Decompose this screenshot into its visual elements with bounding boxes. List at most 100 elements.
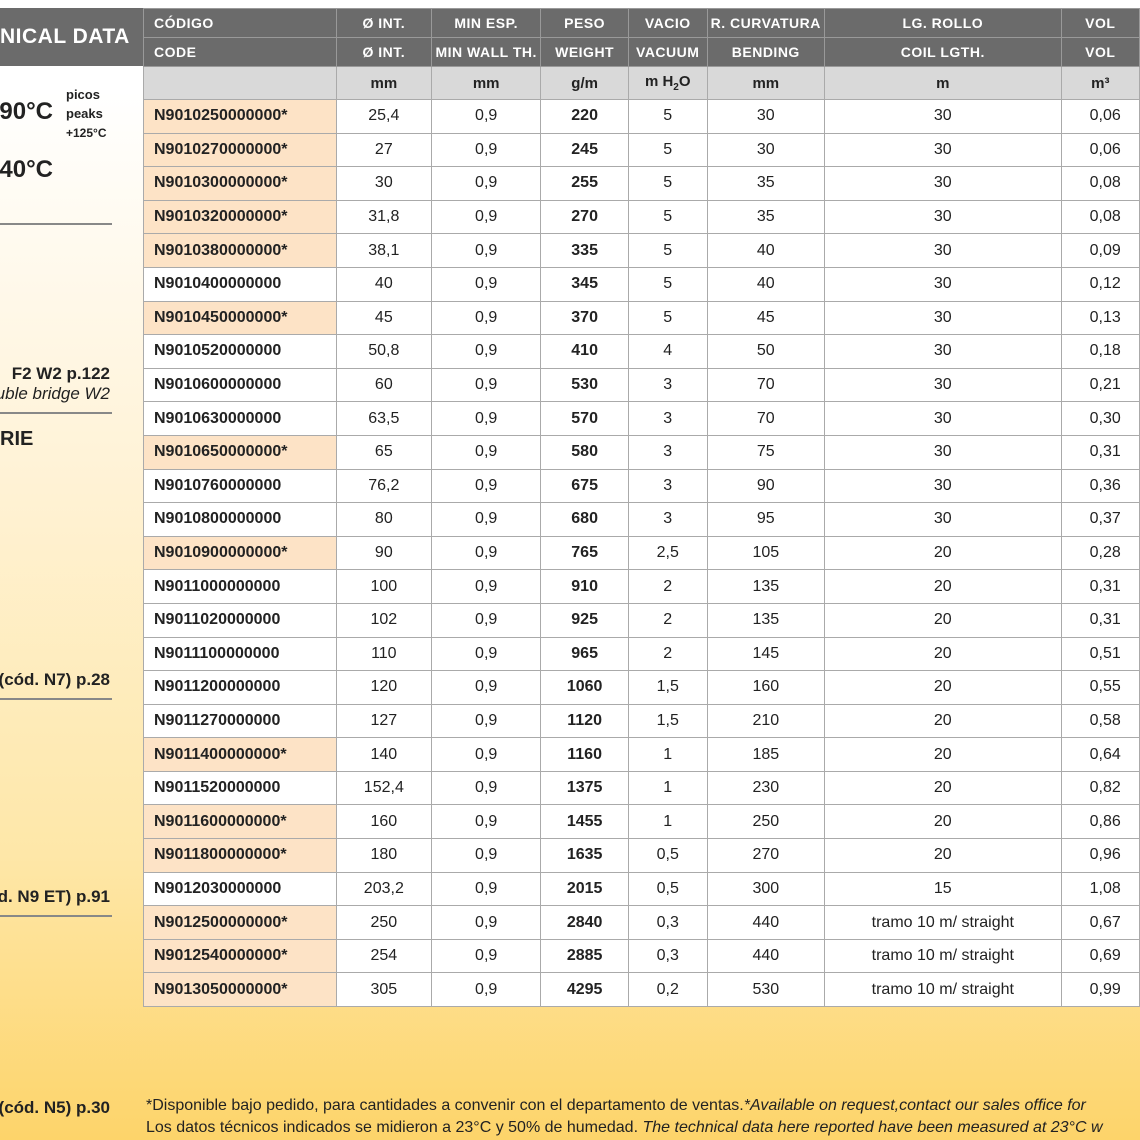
code-cell: N9010300000000* <box>143 166 337 201</box>
code-cell: N9012030000000 <box>143 871 337 907</box>
section-label: RIE <box>0 428 34 450</box>
bending-radius-cell: 40 <box>706 266 826 302</box>
volume-cell: 0,12 <box>1060 266 1140 302</box>
weight-cell: 255 <box>540 166 629 201</box>
volume-cell: 0,13 <box>1060 300 1140 336</box>
max-temp: +90°C <box>0 98 53 125</box>
coil-length-cell: 20 <box>824 602 1062 638</box>
table-row: N9012500000000* 250 0,9 2840 0,3 440 tramo 10 … <box>143 905 1140 940</box>
code-cell: N9012540000000* <box>143 938 337 974</box>
coil-length-cell: 30 <box>824 300 1062 336</box>
header-row: CÓDIGO Ø INT. MIN ESP. PESO VACIO R. CURVATUR… <box>143 8 1140 38</box>
volume-cell: 0,18 <box>1060 334 1140 369</box>
code-cell: N9010320000000* <box>143 199 337 235</box>
table-row: N9010380000000* 38,1 0,9 335 5 40 30 0,09 <box>143 233 1140 268</box>
coil-length-cell: tramo 10 m/ straight <box>824 972 1062 1008</box>
code-cell: N9010760000000 <box>143 468 337 504</box>
code-cell: N9011520000000 <box>143 770 337 806</box>
coil-length-cell: 30 <box>824 334 1062 369</box>
min-wall-cell: 0,9 <box>430 334 542 369</box>
footer-es: Los datos técnicos indicados se midieron… <box>146 1119 639 1136</box>
table-row: N9010450000000* 45 0,9 370 5 45 30 0,13 <box>143 300 1140 336</box>
bending-radius-cell: 40 <box>706 233 826 268</box>
weight-cell: 965 <box>540 636 629 672</box>
unit-cell: mm <box>430 66 542 100</box>
vacuum-cell: 0,5 <box>627 871 708 907</box>
code-cell: N9010800000000 <box>143 502 337 537</box>
weight-cell: 1635 <box>540 838 629 873</box>
bending-radius-cell: 270 <box>706 838 826 873</box>
min-wall-cell: 0,9 <box>430 770 542 806</box>
units-row: mm mm g/m m H2O mm m m³ <box>143 66 1140 100</box>
code-cell: N9011200000000 <box>143 670 337 705</box>
volume-cell: 0,08 <box>1060 199 1140 235</box>
weight-cell: 925 <box>540 602 629 638</box>
coil-length-cell: 20 <box>824 838 1062 873</box>
inner-diameter-cell: 127 <box>335 703 433 739</box>
bending-radius-cell: 70 <box>706 367 826 403</box>
bending-radius-cell: 45 <box>706 300 826 336</box>
divider <box>0 698 112 700</box>
bending-radius-cell: 210 <box>706 703 826 739</box>
weight-cell: 220 <box>540 99 629 134</box>
weight-cell: 570 <box>540 401 629 436</box>
column-header: Ø INT. <box>335 37 433 67</box>
inner-diameter-cell: 65 <box>335 434 433 470</box>
table-row: N9011800000000* 180 0,9 1635 0,5 270 20 0,96 <box>143 838 1140 873</box>
min-wall-cell: 0,9 <box>430 99 542 134</box>
bending-radius-cell: 160 <box>706 670 826 705</box>
code-cell: N9010400000000 <box>143 266 337 302</box>
column-header: R. CURVATURA <box>706 8 826 38</box>
footer-en: The technical data here reported have be… <box>642 1119 1103 1136</box>
technical-data-header: NICAL DATA <box>0 8 143 66</box>
volume-cell: 0,51 <box>1060 636 1140 672</box>
weight-cell: 675 <box>540 468 629 504</box>
coil-length-cell: 30 <box>824 401 1062 436</box>
column-header: VOL <box>1060 8 1140 38</box>
column-header: COIL LGTH. <box>824 37 1062 67</box>
inner-diameter-cell: 254 <box>335 938 433 974</box>
volume-cell: 0,06 <box>1060 132 1140 168</box>
vacuum-cell: 1 <box>627 804 708 840</box>
inner-diameter-cell: 140 <box>335 737 433 772</box>
min-wall-cell: 0,9 <box>430 972 542 1008</box>
column-header: MIN ESP. <box>430 8 542 38</box>
vacuum-cell: 2,5 <box>627 535 708 571</box>
table-row: N9012540000000* 254 0,9 2885 0,3 440 tramo 10 … <box>143 938 1140 974</box>
code-cell: N9011020000000 <box>143 602 337 638</box>
ref-n9: ód. N9 ET) p.91 <box>0 887 110 906</box>
table-row: N9011020000000 102 0,9 925 2 135 20 0,31 <box>143 602 1140 638</box>
volume-cell: 0,28 <box>1060 535 1140 571</box>
ref-n5: (cód. N5) p.30 <box>0 1098 110 1117</box>
coil-length-cell: 20 <box>824 737 1062 772</box>
inner-diameter-cell: 50,8 <box>335 334 433 369</box>
coil-length-cell: 30 <box>824 99 1062 134</box>
vacuum-cell: 3 <box>627 434 708 470</box>
coil-length-cell: 20 <box>824 770 1062 806</box>
code-cell: N9010650000000* <box>143 434 337 470</box>
min-wall-cell: 0,9 <box>430 468 542 504</box>
vacuum-cell: 1,5 <box>627 703 708 739</box>
vacuum-cell: 1 <box>627 770 708 806</box>
weight-cell: 1160 <box>540 737 629 772</box>
weight-cell: 765 <box>540 535 629 571</box>
min-wall-cell: 0,9 <box>430 636 542 672</box>
volume-cell: 0,31 <box>1060 569 1140 604</box>
table-row: N9010760000000 76,2 0,9 675 3 90 30 0,36 <box>143 468 1140 504</box>
volume-cell: 0,99 <box>1060 972 1140 1008</box>
ref-n7: (cód. N7) p.28 <box>0 670 110 689</box>
table-row: N9011270000000 127 0,9 1120 1,5 210 20 0,58 <box>143 703 1140 739</box>
volume-cell: 0,58 <box>1060 703 1140 739</box>
inner-diameter-cell: 40 <box>335 266 433 302</box>
bending-radius-cell: 440 <box>706 905 826 940</box>
unit-cell <box>143 66 337 100</box>
bending-radius-cell: 35 <box>706 199 826 235</box>
vacuum-cell: 4 <box>627 334 708 369</box>
min-wall-cell: 0,9 <box>430 166 542 201</box>
min-wall-cell: 0,9 <box>430 602 542 638</box>
min-wall-cell: 0,9 <box>430 938 542 974</box>
weight-cell: 370 <box>540 300 629 336</box>
coil-length-cell: 30 <box>824 266 1062 302</box>
min-wall-cell: 0,9 <box>430 434 542 470</box>
column-header: WEIGHT <box>540 37 629 67</box>
